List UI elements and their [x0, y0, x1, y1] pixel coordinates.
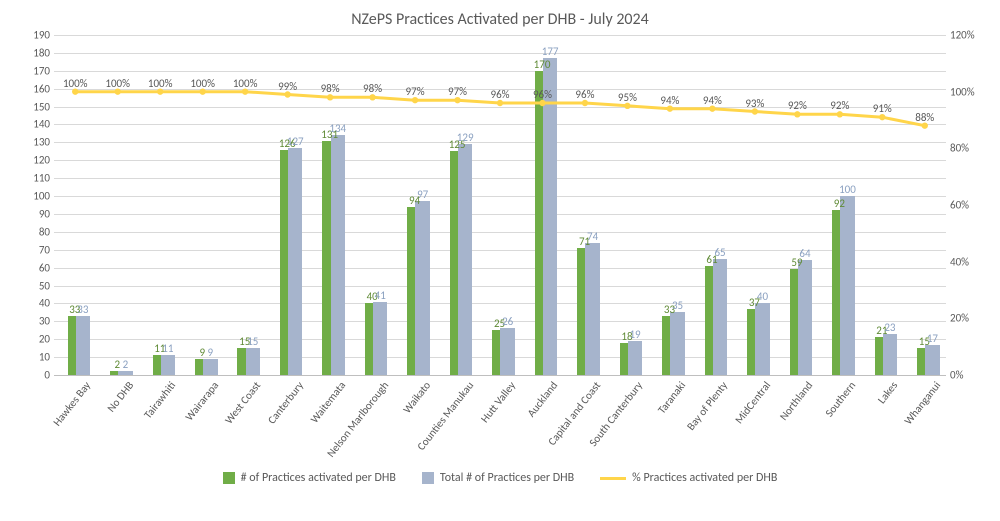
bar-total	[925, 345, 939, 375]
y-right-tick: 60%	[950, 199, 990, 212]
bar-total	[628, 341, 642, 375]
x-axis-label: MidCentral	[689, 379, 773, 482]
bar-total	[331, 135, 345, 375]
x-axis-label: Taranaki	[604, 379, 688, 482]
y-left-tick: 70	[10, 243, 50, 256]
y-right-tick: 120%	[950, 29, 990, 42]
y-left-tick: 170	[10, 64, 50, 77]
bar-total	[798, 260, 812, 375]
y-left-tick: 100	[10, 190, 50, 203]
y-left-tick: 130	[10, 136, 50, 149]
y-right-tick: 100%	[950, 85, 990, 98]
y-right-tick: 40%	[950, 255, 990, 268]
x-axis-label: South Canterbury	[562, 379, 646, 482]
bar-total	[713, 259, 727, 375]
chart-title: NZePS Practices Activated per DHB - July…	[10, 10, 990, 29]
bar-total	[883, 334, 897, 375]
bars-layer	[54, 35, 946, 375]
y-left-tick: 110	[10, 172, 50, 185]
y-right-tick: 20%	[950, 312, 990, 325]
x-axis-label: Waikato	[349, 379, 433, 482]
x-axis-label: No DHB	[52, 379, 136, 482]
x-axis-label: Wairarapa	[137, 379, 221, 482]
y-left-tick: 30	[10, 315, 50, 328]
bar-total	[500, 328, 514, 375]
x-axis-label: Canterbury	[222, 379, 306, 482]
bar-total	[670, 312, 684, 375]
x-axis-label: Tairawhiti	[94, 379, 178, 482]
x-axis-label: Counties Manukau	[392, 379, 476, 482]
y-right-tick: 80%	[950, 142, 990, 155]
bar-total	[543, 58, 557, 375]
bar-total	[373, 302, 387, 375]
bar-total	[755, 303, 769, 375]
bar-total	[840, 196, 854, 375]
bar-total	[458, 144, 472, 375]
x-axis-label: Whanganui	[859, 379, 943, 482]
y-left-tick: 80	[10, 225, 50, 238]
y-left-tick: 160	[10, 82, 50, 95]
y-left-tick: 140	[10, 118, 50, 131]
x-axis-label: Northland	[731, 379, 815, 482]
y-left-tick: 10	[10, 351, 50, 364]
x-axis-label: Capital and Coast	[519, 379, 603, 482]
x-axis-label: West Coast	[179, 379, 263, 482]
x-axis-label: Nelson Marlborough	[307, 379, 391, 482]
y-left-tick: 150	[10, 100, 50, 113]
y-left-tick: 20	[10, 333, 50, 346]
y-left-tick: 40	[10, 297, 50, 310]
bar-total	[76, 316, 90, 375]
plot-area: 3333221111991515126127131134404194971251…	[10, 35, 990, 375]
y-left-tick: 50	[10, 279, 50, 292]
x-axis-label: Hawkes Bay	[9, 379, 93, 482]
bar-total	[415, 201, 429, 375]
y-left-tick: 120	[10, 154, 50, 167]
x-axis-label: Southern	[774, 379, 858, 482]
x-axis-label: Waitemata	[264, 379, 348, 482]
y-right-tick: 0%	[950, 369, 990, 382]
bar-total	[246, 348, 260, 375]
bar-total	[161, 355, 175, 375]
y-left-tick: 180	[10, 46, 50, 59]
x-axis-labels: Hawkes BayNo DHBTairawhitiWairarapaWest …	[54, 375, 946, 475]
y-left-tick: 60	[10, 261, 50, 274]
bar-total	[118, 371, 132, 375]
plot-inner: 3333221111991515126127131134404194971251…	[54, 35, 946, 375]
chart-container: NZePS Practices Activated per DHB - July…	[0, 0, 1000, 521]
x-axis-label: Auckland	[477, 379, 561, 482]
x-axis-label: Hutt Valley	[434, 379, 518, 482]
x-axis-label: Lakes	[816, 379, 900, 482]
y-left-tick: 0	[10, 369, 50, 382]
y-left-tick: 190	[10, 29, 50, 42]
bar-total	[585, 243, 599, 375]
y-left-tick: 90	[10, 207, 50, 220]
bar-total	[288, 148, 302, 375]
x-axis-label: Bay of Plenty	[646, 379, 730, 482]
bar-total	[203, 359, 217, 375]
